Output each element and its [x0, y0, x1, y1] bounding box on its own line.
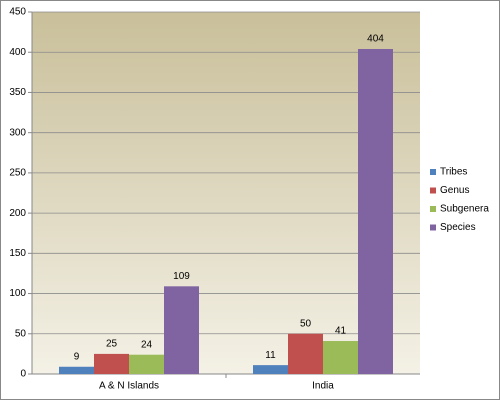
- y-tick-label: 250: [9, 168, 26, 179]
- data-label: 50: [300, 318, 312, 329]
- y-tick-label: 300: [9, 127, 26, 138]
- bar: [94, 353, 129, 374]
- legend-label: Genus: [440, 185, 469, 196]
- y-tick-label: 200: [9, 208, 26, 219]
- data-label: 24: [141, 339, 153, 350]
- y-tick-label: 50: [15, 328, 27, 339]
- legend-label: Tribes: [440, 167, 467, 178]
- bar: [358, 49, 393, 374]
- legend-label: Species: [440, 222, 476, 233]
- data-label: 11: [265, 350, 276, 361]
- y-tick-label: 350: [9, 87, 26, 98]
- bar: [323, 341, 358, 374]
- bar: [59, 366, 94, 374]
- x-tick-label: A & N Islands: [99, 381, 159, 392]
- bar: [288, 333, 323, 374]
- y-tick-label: 0: [20, 369, 26, 380]
- bar: [164, 286, 199, 374]
- legend-label: Subgenera: [440, 204, 489, 215]
- legend-swatch: [430, 224, 436, 231]
- data-label: 25: [106, 339, 118, 350]
- legend-swatch: [430, 206, 436, 212]
- y-tick-label: 450: [9, 7, 26, 18]
- legend-swatch: [430, 169, 436, 175]
- bar: [129, 354, 164, 374]
- bar: [253, 365, 288, 374]
- x-tick-label: India: [312, 381, 334, 392]
- legend-swatch: [430, 187, 436, 194]
- y-tick-label: 100: [9, 288, 26, 299]
- data-label: 109: [173, 271, 190, 282]
- data-label: 9: [74, 351, 80, 362]
- plot-area: [32, 12, 420, 374]
- data-label: 41: [335, 326, 347, 337]
- y-tick-label: 150: [9, 248, 26, 259]
- data-label: 404: [367, 34, 384, 45]
- y-tick-label: 400: [9, 47, 26, 58]
